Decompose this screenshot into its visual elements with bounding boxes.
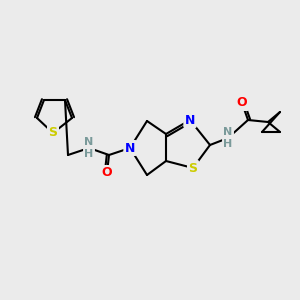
Text: O: O [102,167,112,179]
Text: N: N [125,142,135,154]
Text: N
H: N H [84,137,94,159]
Text: N: N [185,113,195,127]
Text: S: S [188,161,197,175]
Text: O: O [237,97,247,110]
Text: N
H: N H [224,127,232,149]
Text: S: S [49,127,58,140]
